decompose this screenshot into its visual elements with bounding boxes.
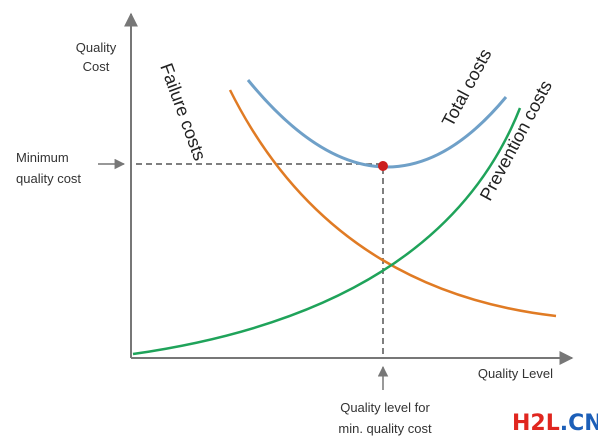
min-level-label-line2: min. quality cost — [338, 421, 432, 436]
min-cost-label-line1: Minimum — [16, 150, 69, 165]
prevention-costs-label: Prevention costs — [476, 77, 556, 204]
y-axis-label-line1: Quality — [76, 40, 117, 55]
y-axis-label-line2: Cost — [83, 59, 110, 74]
failure-costs-curve — [228, 89, 557, 318]
failure-costs-label: Failure costs — [156, 61, 210, 164]
min-level-label-line1: Quality level for — [340, 400, 430, 415]
minimum-point-marker — [378, 161, 388, 171]
watermark-part1: H2L — [512, 411, 560, 436]
prevention-costs-curve — [132, 107, 522, 356]
watermark-logo: H2L.CN — [512, 411, 598, 436]
watermark-part2: .CN — [560, 411, 598, 436]
x-axis-label: Quality Level — [478, 366, 553, 381]
min-cost-label-line2: quality cost — [16, 171, 81, 186]
